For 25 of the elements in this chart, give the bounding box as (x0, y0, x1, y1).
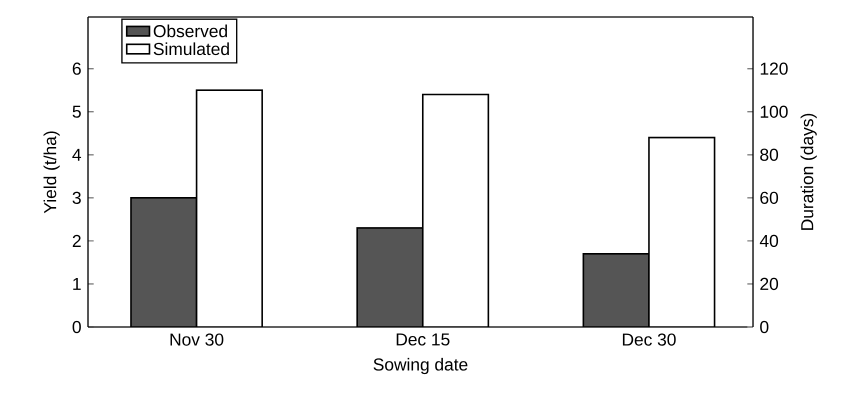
y-tick-label: 3 (72, 192, 81, 204)
y2-tick-label: 60 (760, 192, 778, 204)
x-axis-title: Sowing date (374, 358, 468, 374)
y2-tick-label: 40 (760, 234, 778, 248)
y2-tick-label: 120 (760, 62, 788, 75)
y-tick-label: 4 (72, 148, 82, 161)
y2-tick-label: 0 (760, 320, 768, 334)
y-tick-label: 5 (72, 106, 81, 118)
bar (130, 197, 198, 328)
y-tick-label: 0 (72, 320, 81, 334)
y2-tick-label: 20 (760, 278, 778, 290)
y-tick-label: 1 (73, 278, 81, 290)
bar (582, 253, 650, 328)
y2-tick-label: 100 (760, 106, 788, 118)
y-tick-label: 6 (72, 62, 81, 75)
y2-axis-title: Duration (days) (800, 114, 817, 230)
y-axis-title: Yield (t/ha) (44, 132, 60, 214)
x-tick-label: Dec 30 (622, 333, 676, 346)
y2-tick-label: 80 (760, 148, 778, 161)
text: Simulated (154, 42, 229, 56)
x-tick-label: Dec 15 (396, 333, 450, 346)
legend-label: Observed (154, 24, 227, 38)
x-tick-label: Nov 30 (170, 333, 224, 346)
y-tick-label: 2 (72, 234, 81, 247)
bar (356, 227, 424, 328)
